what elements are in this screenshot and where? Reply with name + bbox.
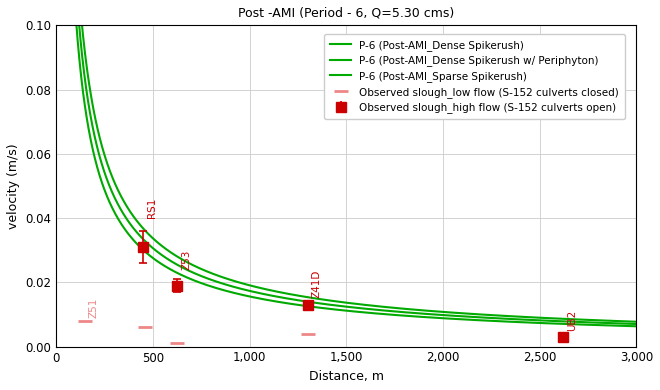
X-axis label: Distance, m: Distance, m [309, 370, 384, 383]
Text: Z41D: Z41D [312, 270, 321, 298]
P-6 (Post-AMI_Sparse Spikerush) [119, 225, 127, 229]
P-6 (Post-AMI_Dense Spikerush) [300, 294, 308, 299]
P-6 (Post-AMI_Dense Spikerush w/ Periphyton) [300, 299, 308, 303]
P-6 (Post-AMI_Dense Spikerush) [621, 319, 629, 324]
Title: Post -AMI (Period - 6, Q=5.30 cms): Post -AMI (Period - 6, Q=5.30 cms) [238, 7, 455, 20]
P-6 (Post-AMI_Dense Spikerush w/ Periphyton) [154, 250, 162, 254]
P-6 (Post-AMI_Dense Spikerush) [119, 198, 127, 203]
P-6 (Post-AMI_Dense Spikerush w/ Periphyton) [632, 322, 640, 326]
Text: RS1: RS1 [147, 198, 157, 218]
P-6 (Post-AMI_Sparse Spikerush) [300, 303, 308, 308]
Legend: P-6 (Post-AMI_Dense Spikerush), P-6 (Post-AMI_Dense Spikerush w/ Periphyton), P-: P-6 (Post-AMI_Dense Spikerush), P-6 (Pos… [324, 34, 626, 119]
Text: UB2: UB2 [567, 309, 577, 331]
P-6 (Post-AMI_Dense Spikerush) [559, 316, 567, 321]
P-6 (Post-AMI_Sparse Spikerush) [632, 324, 640, 329]
P-6 (Post-AMI_Dense Spikerush) [275, 290, 283, 294]
P-6 (Post-AMI_Dense Spikerush w/ Periphyton) [275, 295, 283, 300]
P-6 (Post-AMI_Sparse Spikerush) [621, 324, 629, 328]
Text: Z51: Z51 [88, 297, 98, 318]
Line: P-6 (Post-AMI_Sparse Spikerush): P-6 (Post-AMI_Sparse Spikerush) [57, 0, 636, 326]
P-6 (Post-AMI_Dense Spikerush) [632, 319, 640, 324]
Line: P-6 (Post-AMI_Dense Spikerush w/ Periphyton): P-6 (Post-AMI_Dense Spikerush w/ Periphy… [57, 0, 636, 324]
P-6 (Post-AMI_Dense Spikerush w/ Periphyton) [119, 211, 127, 216]
P-6 (Post-AMI_Sparse Spikerush) [559, 321, 567, 326]
Line: P-6 (Post-AMI_Dense Spikerush): P-6 (Post-AMI_Dense Spikerush) [57, 0, 636, 322]
Y-axis label: velocity (m/s): velocity (m/s) [7, 143, 20, 229]
P-6 (Post-AMI_Dense Spikerush w/ Periphyton) [559, 319, 567, 324]
P-6 (Post-AMI_Sparse Spikerush) [154, 259, 162, 264]
P-6 (Post-AMI_Sparse Spikerush) [275, 300, 283, 304]
Text: Z53: Z53 [181, 249, 191, 269]
P-6 (Post-AMI_Dense Spikerush) [154, 240, 162, 245]
P-6 (Post-AMI_Dense Spikerush w/ Periphyton) [621, 321, 629, 326]
